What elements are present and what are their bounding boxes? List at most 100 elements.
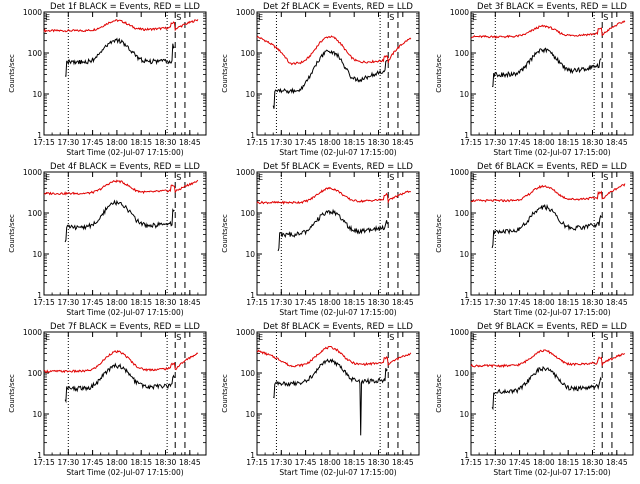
marker-letter-s: S xyxy=(603,13,608,22)
x-tick-label: 18:00 xyxy=(533,458,555,467)
x-axis-label: Start Time (02-Jul-07 17:15:00) xyxy=(279,468,396,477)
y-axis-label: Counts/sec xyxy=(221,54,229,93)
rate-chart-svg: Det 7f BLACK = Events, RED = LLD 1 10 100 10… xyxy=(8,322,207,477)
x-tick-label: 17:45 xyxy=(82,458,104,467)
x-tick-label: 18:15 xyxy=(130,138,152,147)
detector-panel-1: Det 1f BLACK = Events, RED = LLD 1 10 100 10… xyxy=(0,0,213,160)
y-axis-label: Counts/sec xyxy=(435,374,443,413)
lld-rate-line xyxy=(256,186,411,205)
x-tick-label: 18:15 xyxy=(557,138,579,147)
marker-letter-s: S xyxy=(176,333,181,342)
x-axis-label: Start Time (02-Jul-07 17:15:00) xyxy=(66,308,183,317)
x-tick-label: 18:15 xyxy=(130,458,152,467)
x-tick-label: 18:45 xyxy=(606,458,628,467)
x-tick-label: 17:30 xyxy=(270,298,292,307)
chart-title: Det 9f BLACK = Events, RED = LLD xyxy=(477,322,627,332)
detector-panel-9: Det 9f BLACK = Events, RED = LLD 1 10 100 10… xyxy=(427,320,640,480)
x-tick-label: 18:45 xyxy=(606,138,628,147)
detector-panel-4: Det 4f BLACK = Events, RED = LLD 1 10 100 10… xyxy=(0,160,213,320)
marker-letter-s: S xyxy=(389,13,394,22)
events-rate-line xyxy=(491,365,602,411)
marker-letter-s: S xyxy=(603,173,608,182)
x-tick-label: 18:30 xyxy=(582,298,604,307)
x-tick-label: 18:30 xyxy=(582,138,604,147)
y-tick-label: 1000 xyxy=(23,168,42,177)
x-tick-label: 18:15 xyxy=(343,458,365,467)
y-tick-label: 1000 xyxy=(450,168,469,177)
y-tick-label: 1 xyxy=(37,451,42,460)
marker-letter-e: E xyxy=(45,173,50,182)
events-rate-line xyxy=(65,37,175,77)
detector-panel-5: Det 5f BLACK = Events, RED = LLD 1 10 100 10… xyxy=(213,160,426,320)
rate-chart-svg: Det 9f BLACK = Events, RED = LLD 1 10 100 10… xyxy=(435,322,634,477)
x-axis-label: Start Time (02-Jul-07 17:15:00) xyxy=(279,308,396,317)
y-tick-label: 1 xyxy=(250,131,255,140)
x-axis-label: Start Time (02-Jul-07 17:15:00) xyxy=(66,468,183,477)
lld-rate-line xyxy=(256,35,412,66)
y-tick-label: 100 xyxy=(241,49,256,58)
y-tick-label: 1 xyxy=(464,131,469,140)
x-tick-label: 17:30 xyxy=(484,298,506,307)
x-axis-label: Start Time (02-Jul-07 17:15:00) xyxy=(493,308,610,317)
y-tick-label: 1000 xyxy=(236,168,255,177)
x-tick-label: 18:00 xyxy=(319,298,341,307)
x-tick-label: 17:15 xyxy=(33,458,55,467)
x-tick-label: 17:30 xyxy=(57,458,79,467)
y-tick-label: 100 xyxy=(455,49,470,58)
rate-chart-svg: Det 2f BLACK = Events, RED = LLD 1 10 100 10… xyxy=(221,2,420,157)
x-tick-label: 18:00 xyxy=(106,458,128,467)
chart-title: Det 1f BLACK = Events, RED = LLD xyxy=(50,2,200,12)
x-tick-label: 17:15 xyxy=(33,298,55,307)
marker-letter-e: E xyxy=(472,173,477,182)
y-axis-label: Counts/sec xyxy=(221,214,229,253)
x-tick-label: 18:45 xyxy=(392,458,414,467)
marker-letter-s: S xyxy=(176,13,181,22)
x-tick-label: 18:00 xyxy=(106,298,128,307)
y-tick-label: 10 xyxy=(32,90,42,99)
rate-chart-svg: Det 5f BLACK = Events, RED = LLD 1 10 100 10… xyxy=(221,162,420,317)
x-tick-label: 18:15 xyxy=(130,298,152,307)
x-tick-label: 17:30 xyxy=(484,458,506,467)
x-tick-label: 17:45 xyxy=(295,298,317,307)
lld-rate-line xyxy=(470,183,626,203)
x-tick-label: 18:45 xyxy=(392,298,414,307)
x-tick-label: 17:30 xyxy=(270,458,292,467)
y-tick-label: 100 xyxy=(455,369,470,378)
x-tick-label: 17:15 xyxy=(33,138,55,147)
x-tick-label: 18:15 xyxy=(343,138,365,147)
x-tick-label: 17:15 xyxy=(246,298,268,307)
x-tick-label: 17:15 xyxy=(246,138,268,147)
y-axis-label: Counts/sec xyxy=(8,374,16,413)
lld-rate-line xyxy=(43,349,199,374)
x-tick-label: 18:30 xyxy=(155,298,177,307)
rate-chart-svg: Det 3f BLACK = Events, RED = LLD 1 10 100 10… xyxy=(435,2,634,157)
lld-rate-line xyxy=(256,346,412,368)
plot-frame xyxy=(256,11,420,136)
detector-panel-2: Det 2f BLACK = Events, RED = LLD 1 10 100 10… xyxy=(213,0,426,160)
x-tick-label: 18:15 xyxy=(343,298,365,307)
chart-title: Det 4f BLACK = Events, RED = LLD xyxy=(50,162,200,172)
chart-title: Det 3f BLACK = Events, RED = LLD xyxy=(477,2,627,12)
marker-letter-e: E xyxy=(258,173,263,182)
y-tick-label: 100 xyxy=(455,209,470,218)
x-tick-label: 18:00 xyxy=(533,138,555,147)
y-tick-label: 1 xyxy=(464,291,469,300)
y-tick-label: 100 xyxy=(241,369,256,378)
lld-rate-line xyxy=(43,179,199,196)
events-rate-line xyxy=(491,203,602,249)
marker-letter-e: E xyxy=(258,13,263,22)
x-tick-label: 18:45 xyxy=(179,458,201,467)
x-tick-label: 18:45 xyxy=(179,138,201,147)
x-axis-label: Start Time (02-Jul-07 17:15:00) xyxy=(66,148,183,157)
chart-title: Det 7f BLACK = Events, RED = LLD xyxy=(50,322,200,332)
x-tick-label: 18:30 xyxy=(368,138,390,147)
x-tick-label: 18:30 xyxy=(155,458,177,467)
x-axis-label: Start Time (02-Jul-07 17:15:00) xyxy=(279,148,396,157)
events-rate-line xyxy=(64,362,175,404)
y-tick-label: 1 xyxy=(37,291,42,300)
x-tick-label: 17:45 xyxy=(82,138,104,147)
y-tick-label: 1000 xyxy=(450,8,469,17)
x-tick-label: 17:45 xyxy=(82,298,104,307)
lld-rate-line xyxy=(470,349,626,369)
y-axis-label: Counts/sec xyxy=(8,214,16,253)
